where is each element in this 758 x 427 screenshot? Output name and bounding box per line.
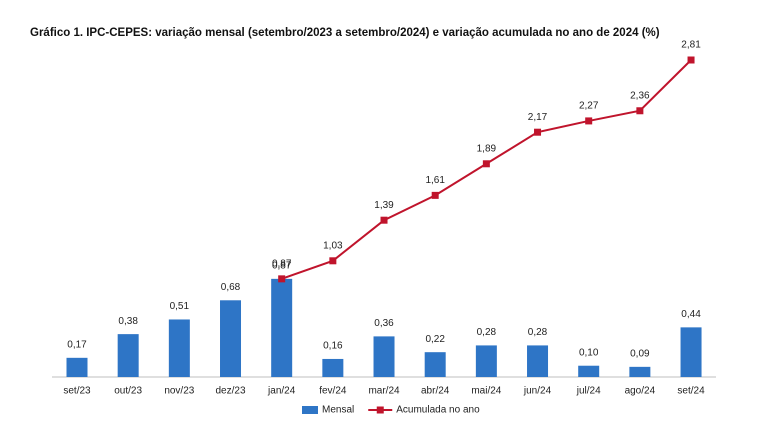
- bar: [271, 278, 293, 377]
- bar-value-label: 0,10: [579, 347, 599, 358]
- x-tick-label: dez/23: [215, 386, 245, 397]
- chart-title: Gráfico 1. IPC-CEPES: variação mensal (s…: [30, 27, 660, 39]
- line-marker: [431, 191, 439, 199]
- line-value-label: 2,27: [579, 101, 599, 112]
- line-value-label: 0,87: [272, 258, 292, 269]
- line-value-label: 1,39: [374, 200, 394, 211]
- bar: [220, 300, 242, 377]
- bar-value-label: 0,51: [170, 301, 190, 312]
- line-marker: [585, 117, 593, 125]
- line-marker: [482, 160, 490, 168]
- line-value-label: 2,81: [681, 40, 701, 51]
- bar-value-label: 0,87: [272, 260, 292, 271]
- x-tick-label: fev/24: [319, 386, 347, 397]
- bar-value-label: 0,28: [528, 327, 548, 338]
- line-marker: [534, 128, 542, 136]
- line-marker: [687, 56, 695, 64]
- x-tick-label: mar/24: [368, 386, 400, 397]
- legend-label: Mensal: [322, 405, 354, 416]
- bar-value-label: 0,44: [681, 309, 701, 320]
- line-value-label: 1,03: [323, 240, 343, 251]
- bar-value-label: 0,22: [425, 334, 445, 345]
- x-tick-label: jul/24: [576, 386, 601, 397]
- x-tick-label: ago/24: [625, 386, 656, 397]
- x-tick-label: jun/24: [523, 386, 552, 397]
- bar: [66, 357, 88, 377]
- line-value-label: 1,89: [477, 143, 497, 154]
- line-value-label: 2,36: [630, 90, 650, 101]
- line-value-label: 2,17: [528, 112, 548, 123]
- bar: [527, 345, 549, 377]
- bar-value-label: 0,38: [118, 316, 138, 327]
- bar-value-label: 0,28: [477, 327, 497, 338]
- legend-swatch: [376, 406, 384, 414]
- bar-value-label: 0,16: [323, 341, 343, 352]
- bar: [117, 334, 139, 377]
- x-tick-label: out/23: [114, 386, 142, 397]
- line-marker: [329, 257, 337, 265]
- line-value-label: 1,61: [425, 175, 445, 186]
- line-marker: [636, 107, 644, 115]
- bar: [578, 365, 600, 377]
- bar-value-label: 0,09: [630, 348, 650, 359]
- x-tick-label: mai/24: [471, 386, 501, 397]
- line-marker: [380, 216, 388, 224]
- x-tick-label: abr/24: [421, 386, 450, 397]
- bar: [322, 358, 344, 377]
- bar: [168, 319, 190, 377]
- bar-value-label: 0,68: [221, 282, 241, 293]
- legend-label: Acumulada no ano: [396, 405, 480, 416]
- x-tick-label: set/23: [63, 386, 91, 397]
- bar: [373, 336, 395, 377]
- bar-value-label: 0,36: [374, 318, 394, 329]
- bar: [629, 366, 651, 377]
- legend-swatch: [302, 406, 318, 414]
- bar: [475, 345, 497, 377]
- line-marker: [278, 275, 286, 283]
- x-tick-label: jan/24: [267, 386, 296, 397]
- bar-value-label: 0,17: [67, 339, 87, 350]
- x-tick-label: set/24: [677, 386, 705, 397]
- bar: [424, 352, 446, 377]
- bar: [680, 327, 702, 377]
- x-tick-label: nov/23: [164, 386, 194, 397]
